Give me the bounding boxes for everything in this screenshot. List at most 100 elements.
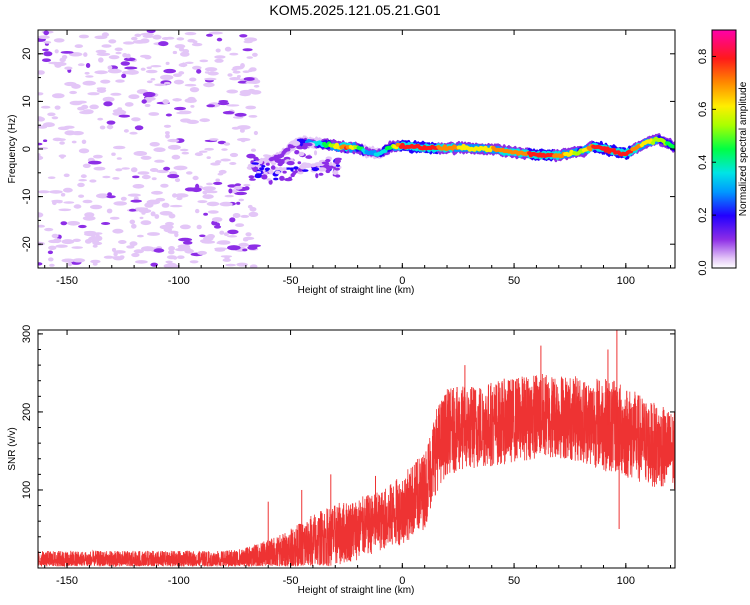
noise-speckle (195, 183, 200, 189)
colorbar-axes: 0.0 0.2 0.4 0.6 0.8 (697, 49, 716, 276)
x-tick-label: -50 (283, 575, 299, 587)
noise-speckle (123, 57, 136, 62)
noise-speckle (129, 219, 136, 225)
noise-speckle (153, 248, 165, 253)
noise-speckle (59, 141, 65, 145)
early-blob (274, 158, 283, 163)
early-blob (296, 138, 305, 142)
noise-speckle (158, 41, 169, 47)
noise-speckle (191, 42, 203, 47)
noise-speckle (47, 112, 56, 117)
noise-speckle (217, 140, 227, 145)
noise-speckle (40, 105, 51, 109)
noise-speckle (229, 152, 239, 158)
figure-title: KOM5.2025.121.05.21.G01 (269, 2, 440, 18)
noise-speckle (112, 177, 120, 180)
noise-speckle (245, 232, 252, 237)
noise-speckle (141, 246, 155, 252)
noise-speckle (96, 193, 110, 199)
y-tick-label: 0 (21, 146, 33, 152)
noise-speckle (229, 162, 237, 165)
snr-series-line (38, 373, 675, 568)
noise-speckle (74, 44, 84, 48)
noise-speckle (146, 30, 156, 34)
early-blob (282, 170, 287, 174)
noise-speckle (239, 34, 248, 38)
early-blob (335, 164, 340, 167)
noise-speckle (72, 258, 86, 263)
noise-speckle (53, 61, 67, 67)
noise-speckle (141, 99, 147, 104)
noise-speckle (192, 40, 198, 44)
noise-speckle (161, 202, 170, 208)
noise-speckle (221, 148, 228, 151)
noise-speckle (150, 78, 156, 81)
ridge-cell (286, 147, 291, 152)
noise-speckle (38, 70, 45, 75)
noise-speckle (54, 49, 59, 54)
noise-speckle (246, 153, 256, 159)
noise-speckle (184, 83, 197, 87)
noise-speckle (113, 201, 127, 206)
noise-speckle (38, 262, 43, 266)
noise-speckle (248, 115, 258, 118)
noise-speckle (51, 199, 63, 203)
colorbar-frame (711, 29, 737, 269)
noise-speckle (236, 262, 248, 267)
noise-speckle (131, 252, 140, 258)
noise-speckle (247, 204, 253, 209)
noise-speckle (149, 142, 160, 147)
noise-speckle (238, 198, 245, 202)
noise-speckle (154, 214, 160, 219)
x-tick-label: -150 (56, 575, 78, 587)
noise-speckle (120, 196, 127, 201)
noise-speckle (232, 116, 244, 119)
noise-speckle (236, 75, 241, 78)
noise-speckle (189, 260, 199, 264)
noise-speckle (140, 32, 154, 36)
noise-speckle (209, 138, 219, 141)
noise-speckle (150, 65, 162, 68)
colorbar-label: Normalized spectral amplitude (738, 81, 749, 216)
noise-speckle (178, 237, 193, 242)
noise-speckle (134, 125, 144, 131)
noise-speckle (238, 242, 249, 247)
noise-speckle (203, 82, 215, 88)
noise-speckle (130, 199, 142, 203)
x-tick-label: 0 (399, 575, 405, 587)
early-blob (261, 165, 266, 168)
y-tick-label: 100 (21, 481, 33, 499)
noise-speckle (82, 80, 96, 86)
noise-speckle (79, 110, 94, 115)
noise-speckle (38, 224, 45, 228)
early-blob (334, 157, 342, 161)
noise-speckle (124, 102, 134, 107)
noise-speckle (124, 66, 138, 70)
noise-speckle (227, 73, 233, 77)
y-tick-label: 10 (21, 95, 33, 107)
noise-speckle (220, 255, 233, 258)
early-blob (248, 175, 255, 179)
noise-speckle (163, 124, 172, 128)
noise-speckle (189, 77, 197, 82)
snr-y-axis-label: SNR (v/v) (7, 427, 18, 470)
noise-speckle (59, 57, 66, 63)
noise-speckle (58, 208, 72, 212)
noise-speckle (227, 245, 241, 251)
noise-speckle (38, 212, 44, 218)
noise-speckle (101, 222, 111, 225)
noise-speckle (165, 131, 170, 135)
noise-speckle (192, 175, 199, 181)
noise-speckle (199, 234, 206, 238)
noise-speckle (160, 74, 174, 80)
noise-speckle (52, 93, 65, 99)
x-tick-label: 50 (508, 275, 520, 287)
noise-speckle (129, 241, 138, 247)
noise-speckle (236, 125, 251, 130)
noise-speckle (49, 190, 63, 194)
noise-speckle (196, 224, 202, 230)
noise-speckle (243, 183, 251, 187)
noise-speckle (134, 33, 142, 37)
snr-axes: -150 -100 -50 0 50 100 100 200 300 (21, 325, 675, 587)
noise-speckle (111, 152, 116, 156)
